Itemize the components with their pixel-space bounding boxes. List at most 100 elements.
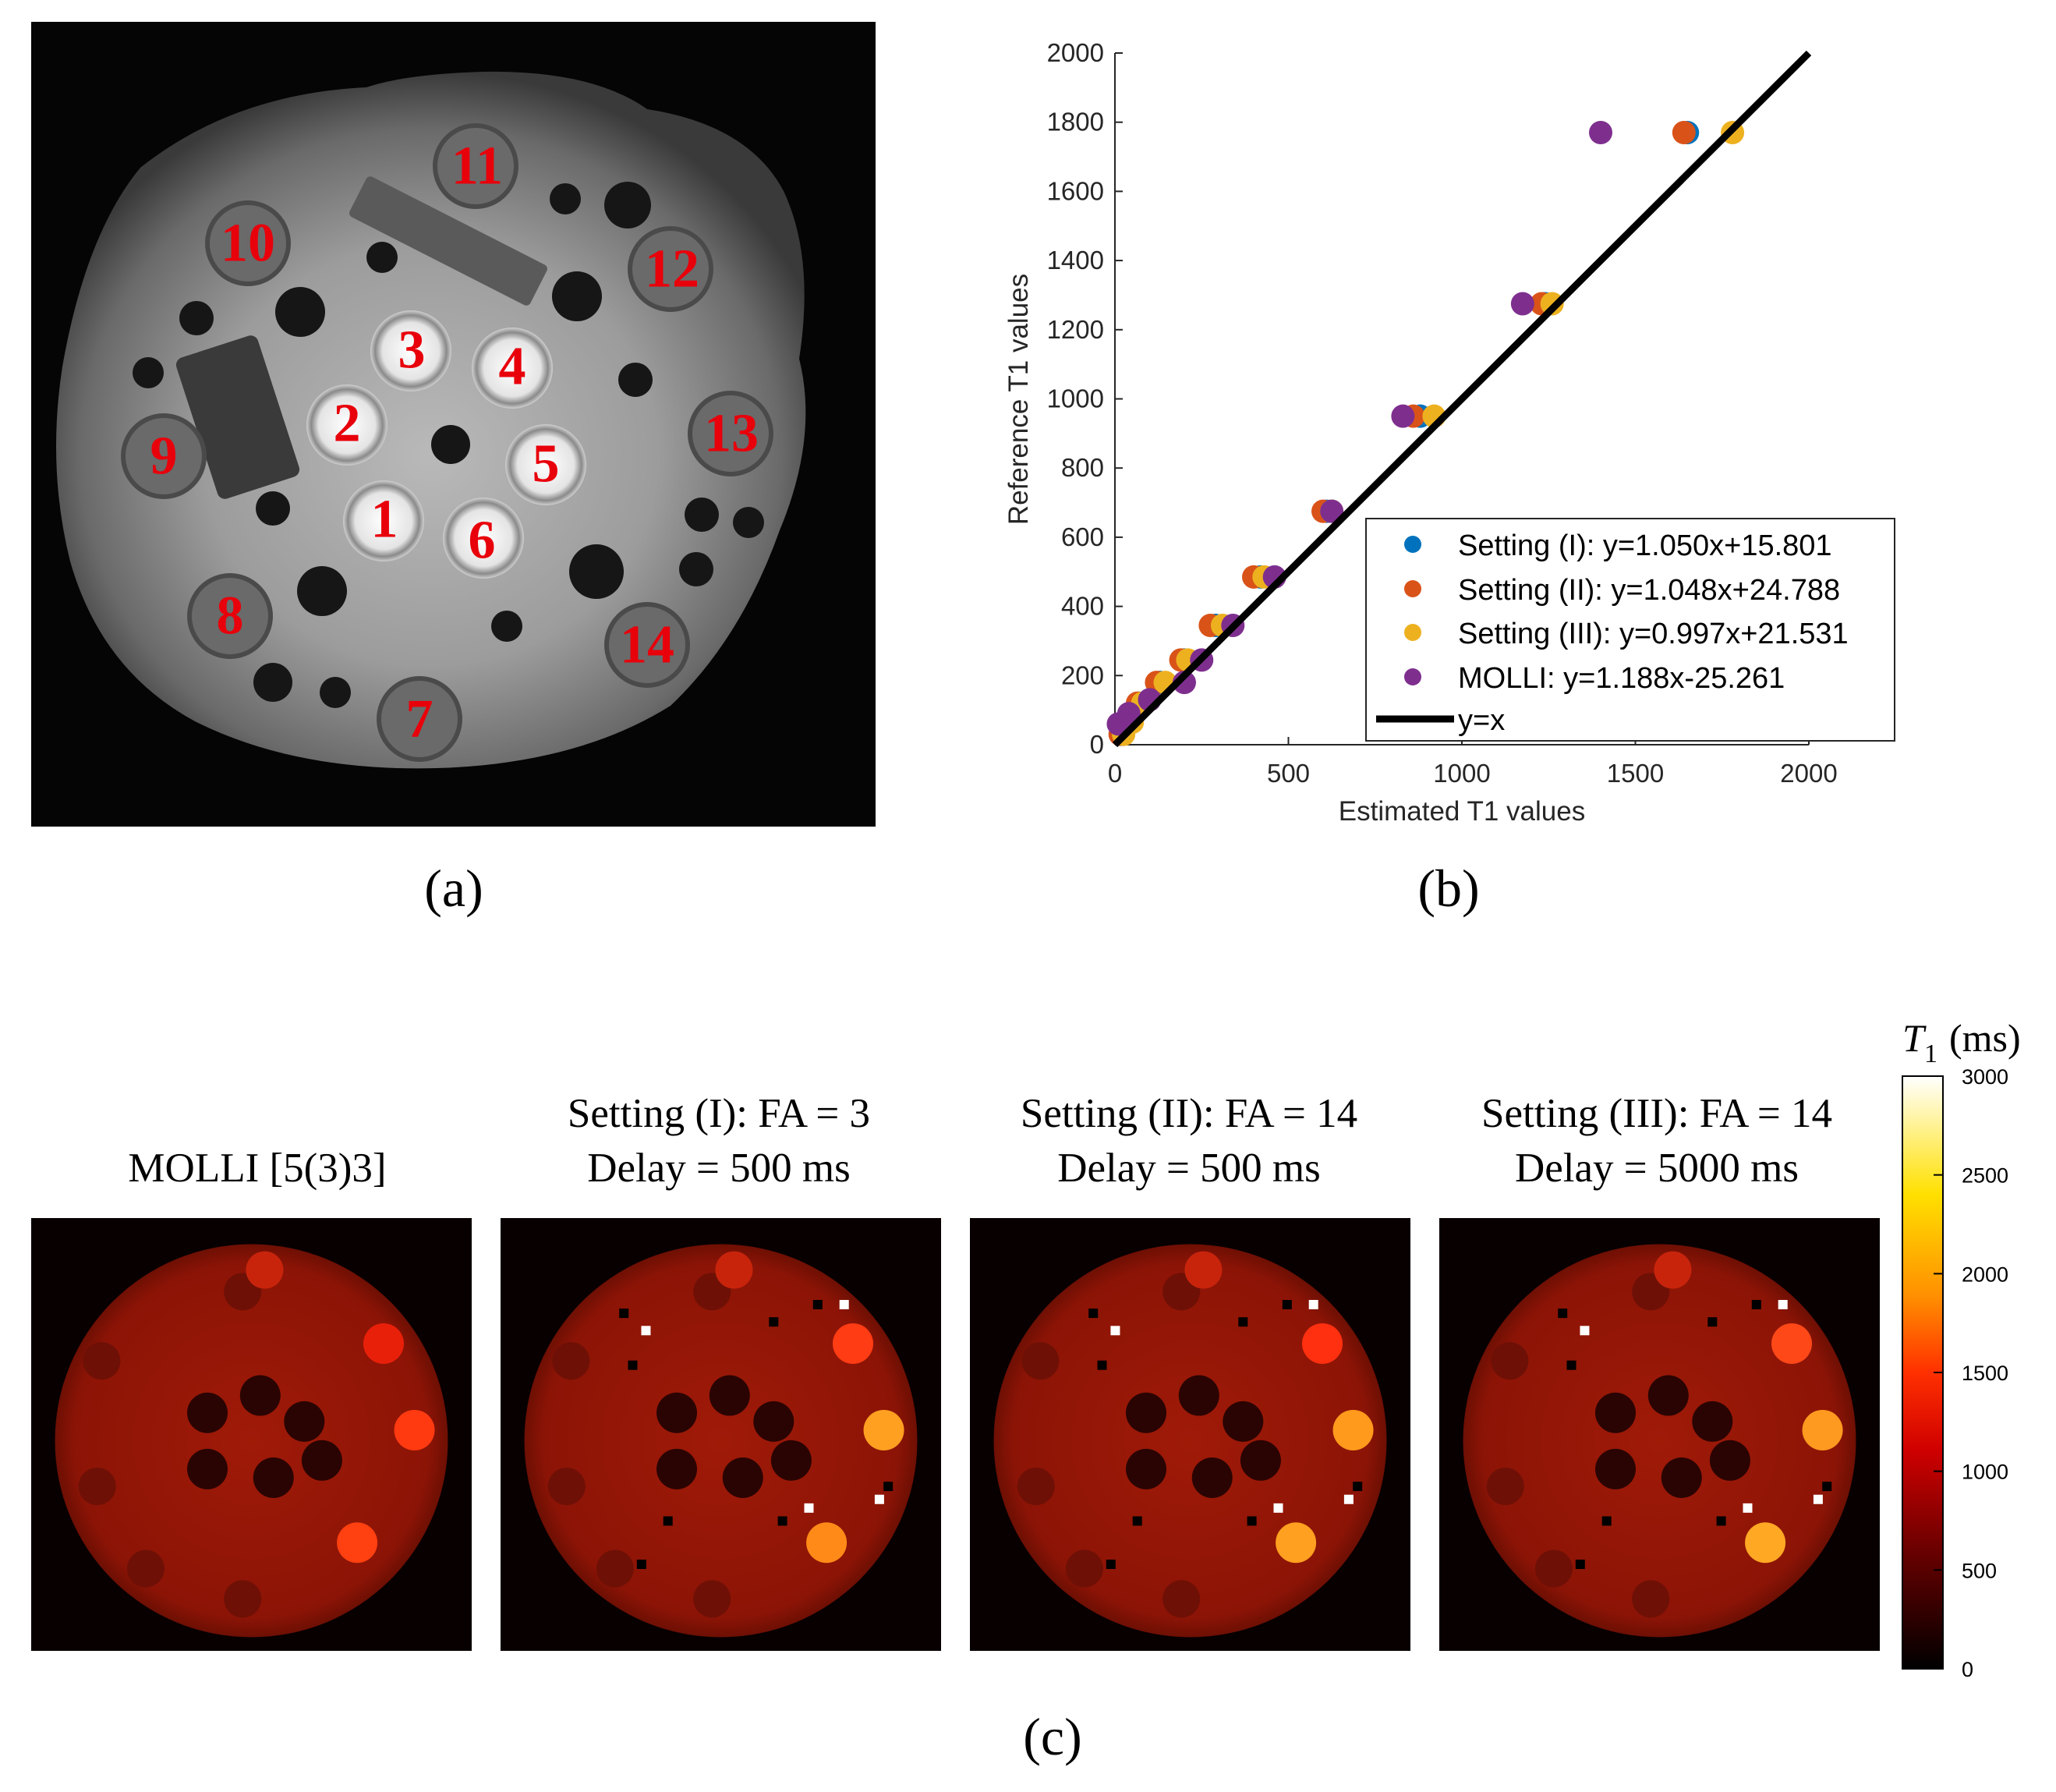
map-vial	[656, 1448, 697, 1489]
legend-marker-molli	[1404, 668, 1421, 685]
map-artifact	[1601, 1516, 1612, 1526]
map-vial	[224, 1580, 262, 1618]
t1-map-1	[31, 1218, 472, 1651]
map-artifact	[1813, 1494, 1823, 1504]
legend-label-molli: MOLLI: y=1.188x-25.261	[1458, 662, 1785, 695]
chart-points	[1106, 121, 1745, 746]
map-vial-bright	[863, 1409, 904, 1450]
y-tick-label: 2000	[1047, 38, 1104, 67]
vial-label-9: 9	[150, 427, 178, 487]
map-vial	[1692, 1401, 1733, 1442]
map-vial	[709, 1375, 750, 1416]
map-vial-bright	[1745, 1522, 1786, 1564]
colorbar-title-symbol: T	[1902, 1016, 1927, 1060]
map-title-setting-1-line-1: Setting (I): FA = 3	[568, 1091, 870, 1136]
y-tick-label: 1800	[1047, 108, 1104, 136]
map-vial	[1240, 1440, 1281, 1481]
colorbar-tick-label: 1000	[1962, 1461, 2008, 1484]
map-vial	[1632, 1580, 1670, 1618]
data-point	[1391, 404, 1415, 428]
map-artifact	[812, 1300, 823, 1309]
phantom-insert-block	[175, 335, 300, 499]
map-vial	[722, 1457, 763, 1498]
map-vial-bright	[1276, 1522, 1317, 1564]
vial-label-12: 12	[645, 239, 699, 299]
map-vial	[1647, 1375, 1689, 1416]
legend-marker-setting-2	[1404, 580, 1421, 597]
map-title-setting-1-line-2: Delay = 500 ms	[587, 1146, 851, 1191]
legend-box	[1365, 518, 1895, 742]
vial-label-11: 11	[451, 136, 503, 197]
map-artifact	[1575, 1560, 1585, 1569]
map-artifact	[1110, 1326, 1120, 1336]
colorbar-title-unit: (ms)	[1949, 1016, 2021, 1060]
map-artifact	[1822, 1482, 1832, 1492]
chart-legend: Setting (I): y=1.050x+15.801 Setting (II…	[1365, 518, 1895, 742]
map-vial	[1486, 1468, 1524, 1506]
map-title-setting-3-line-1: Setting (III): FA = 14	[1481, 1091, 1832, 1136]
map-artifact	[1566, 1360, 1577, 1370]
vial-label-1: 1	[371, 490, 398, 550]
vial-label-6: 6	[469, 511, 496, 571]
colorbar-tick-label: 500	[1962, 1559, 1997, 1582]
map-vial	[253, 1457, 294, 1498]
identity-line	[1112, 50, 1812, 748]
legend-marker-setting-1	[1404, 536, 1421, 553]
map-vial-bright	[394, 1409, 435, 1450]
y-tick-label: 600	[1061, 522, 1104, 551]
map-title-setting-2-line-1: Setting (II): FA = 14	[1021, 1091, 1357, 1136]
colorbar-tick-label: 2000	[1962, 1263, 2008, 1286]
map-vial-bright	[833, 1323, 873, 1364]
map-vial	[1491, 1342, 1529, 1380]
x-tick-label: 1500	[1607, 759, 1664, 788]
map-artifact	[874, 1494, 884, 1504]
y-tick-label: 1000	[1047, 384, 1104, 413]
data-point	[1320, 499, 1344, 523]
map-artifact	[619, 1309, 629, 1319]
y-tick-label: 1400	[1047, 246, 1104, 274]
vial-label-4: 4	[499, 337, 526, 397]
data-point	[1540, 292, 1564, 316]
t1-map-2	[501, 1218, 941, 1651]
map-vial	[753, 1401, 794, 1442]
map-artifact	[1106, 1560, 1116, 1569]
map-artifact	[1707, 1317, 1718, 1327]
phantom-gray-vials	[121, 123, 773, 762]
map-artifact	[1353, 1482, 1363, 1492]
data-point	[1116, 702, 1141, 726]
map-vial	[187, 1448, 228, 1489]
map-artifact	[1097, 1360, 1107, 1370]
map-artifact	[1308, 1300, 1318, 1309]
y-tick-label: 1600	[1047, 176, 1104, 205]
map-vial	[547, 1468, 586, 1506]
map-artifact	[769, 1317, 779, 1327]
map-artifact	[1132, 1516, 1142, 1526]
map-vial	[301, 1440, 342, 1481]
map-vial-bright	[1771, 1323, 1812, 1364]
y-tick-label: 200	[1061, 660, 1104, 689]
colorbar-tick-label: 2500	[1962, 1164, 2008, 1188]
map-artifact	[1247, 1516, 1257, 1526]
map-vial	[656, 1392, 697, 1433]
y-axis-label: Reference T1 values	[1003, 274, 1034, 525]
map-vial-bright	[337, 1522, 378, 1564]
data-point	[1589, 121, 1612, 145]
phantom-bright-vials	[306, 310, 586, 579]
map-vial	[596, 1549, 634, 1588]
map-artifact	[1778, 1300, 1788, 1309]
map-artifact	[1751, 1300, 1761, 1309]
y-tick-label: 1200	[1047, 315, 1104, 344]
map-vial	[1126, 1448, 1166, 1489]
colorbar-ticks: 0 500 1000 1500 2000 2500 3000	[1934, 1065, 2008, 1681]
map-vial	[1223, 1401, 1264, 1442]
map-vial	[1065, 1549, 1103, 1588]
vial-label-14: 14	[620, 615, 674, 675]
map-title-molli: MOLLI [5(3)3]	[128, 1146, 386, 1191]
map-artifact	[777, 1516, 787, 1526]
t1-map-4	[1439, 1218, 1880, 1651]
y-tick-label: 0	[1090, 730, 1104, 759]
map-vial	[83, 1342, 121, 1380]
map-vial	[1534, 1549, 1573, 1588]
map-vial	[1184, 1251, 1223, 1289]
map-artifact	[804, 1503, 814, 1513]
